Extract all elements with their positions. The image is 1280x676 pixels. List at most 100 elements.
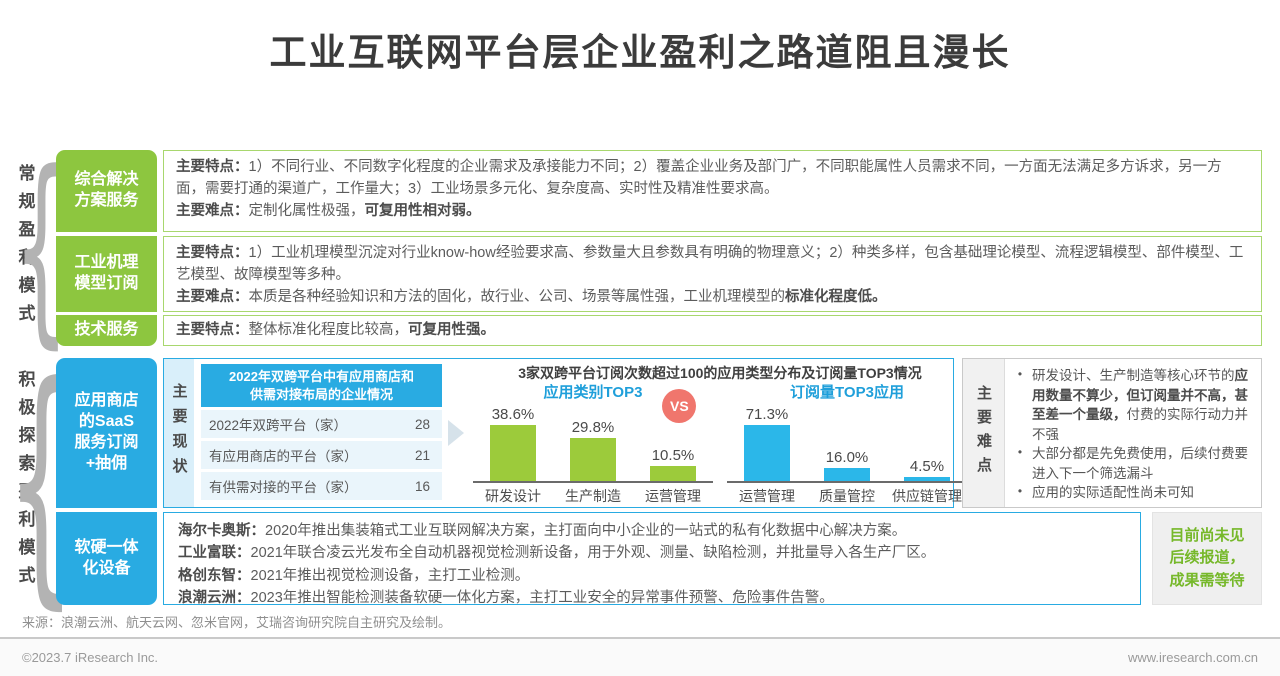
bar-group-subscription: 71.3% 16.0% 4.5%	[727, 405, 967, 483]
bullet-text: 研发设计、生产制造等核心环节的应用数量不算少，但订阅量并不高，甚至差一个量级，付…	[1032, 366, 1253, 444]
copyright-text: ©2023.7 iResearch Inc.	[22, 650, 159, 665]
list-item: • 应用的实际适配性尚未可知	[1015, 483, 1253, 503]
feature-paragraph: 主要特点：整体标准化程度比较高，可复用性强。	[176, 320, 495, 342]
text-run: 2020年推出集装箱式工业互联网解决方案，主打面向中小企业的一站式的私有化数据中…	[265, 523, 907, 539]
bold-run: 工业富联：	[178, 545, 251, 562]
curly-brace-icon: {	[6, 331, 76, 632]
bold-run: 可复用性强。	[408, 321, 495, 338]
table-cell-value: 16	[414, 478, 430, 494]
bold-run: 主要特点：	[176, 159, 249, 175]
bold-run: 主要难点：	[176, 202, 249, 219]
category-box-mechanism-model: 工业机理 模型订阅	[56, 236, 157, 312]
bar-value-label: 10.5%	[651, 447, 695, 464]
saas-difficulties-panel: 主要难点 • 研发设计、生产制造等核心环节的应用数量不算少，但订阅量并不高，甚至差…	[962, 358, 1262, 508]
table-cell-value: 28	[414, 416, 430, 432]
bar-rect	[744, 425, 790, 481]
bar-item: 29.8%	[555, 419, 631, 481]
bar-item: 71.3%	[729, 406, 805, 481]
table-cell-value: 21	[414, 447, 430, 463]
table-row: 有供需对接的平台（家） 16	[201, 472, 442, 501]
chart-bars-area: 38.6% 29.8% 10.5% 71.3% 16.0% 4.5%	[466, 405, 974, 483]
feature-paragraph: 主要特点：1）不同行业、不同数字化程度的企业需求及承接能力不同；2）覆盖企业业务…	[176, 157, 1249, 201]
status-strip-label: 主要现状	[164, 359, 194, 507]
bold-run: 主要难点：	[176, 288, 249, 305]
category-box-saas-store: 应用商店 的SaaS 服务订阅 +抽佣	[56, 358, 157, 508]
chart-title: 3家双跨平台订阅次数超过100的应用类型分布及订阅量TOP3情况	[518, 365, 922, 381]
text-run: 2021年推出视觉检测设备，主打工业检测。	[250, 567, 530, 584]
bar-item: 4.5%	[889, 458, 965, 481]
top3-bar-chart: 3家双跨平台订阅次数超过100的应用类型分布及订阅量TOP3情况 应用类别TOP…	[466, 359, 974, 507]
table-cell-label: 有供需对接的平台（家）	[209, 480, 358, 496]
text-run: 2023年推出智能检测装备软硬一体化方案，主打工业安全的异常事件预警、危险事件告…	[250, 590, 834, 607]
text-run: 2021年联合凌云光发布全自动机器视觉检测新设备，用于外观、测量、缺陷检测，并批…	[250, 545, 936, 562]
list-item: • 研发设计、生产制造等核心环节的应用数量不算少，但订阅量并不高，甚至差一个量级，…	[1015, 366, 1253, 444]
arrow-right-icon	[448, 420, 464, 446]
list-item: • 大部分都是先免费使用，后续付费要进入下一个筛选漏斗	[1015, 444, 1253, 483]
text-run: 付费的实际行动力并不强	[1032, 407, 1248, 442]
website-link[interactable]: www.iresearch.com.cn	[1127, 650, 1258, 665]
difficulty-paragraph: 主要难点：本质是各种经验知识和方法的固化，故行业、公司、场景等属性强，工业机理模…	[176, 287, 1249, 309]
category-labels-subscription: 运营管理 质量管控 供应链管理	[727, 486, 967, 506]
category-box-hardware-device: 软硬一体 化设备	[56, 512, 157, 605]
bullet-icon: •	[1017, 484, 1023, 499]
feature-paragraph: 主要特点：1）工业机理模型沉淀对行业know-how经验要求高、参数量大且参数具…	[176, 243, 1249, 287]
table-row: 2022年双跨平台（家） 28	[201, 410, 442, 439]
bar-rect	[824, 468, 870, 481]
text-run: 1）不同行业、不同数字化程度的企业需求及承接能力不同；2）覆盖企业业务及部门广，…	[176, 159, 1222, 197]
bar-value-label: 4.5%	[909, 458, 945, 475]
source-note: 来源：浪潮云洲、航天云网、忽米官网，艾瑞咨询研究院自主研究及绘制。	[22, 615, 452, 630]
bar-item: 38.6%	[475, 406, 551, 481]
text-run: 1）工业机理模型沉淀对行业know-how经验要求高、参数量大且参数具有明确的物…	[176, 245, 1244, 283]
table-row: 有应用商店的平台（家） 21	[201, 441, 442, 470]
bar-value-label: 29.8%	[571, 419, 615, 436]
bar-rect	[570, 438, 616, 481]
category-label: 质量管控	[819, 488, 875, 504]
bold-run: 浪潮云洲：	[178, 590, 251, 607]
text-run: 大部分都是先免费使用，后续付费要进入下一个筛选漏斗	[1032, 446, 1248, 481]
bold-run: 应用数量不算少，但订阅量并不高，甚至差一个量级，	[1032, 368, 1248, 423]
table-cell-label: 有应用商店的平台（家）	[209, 449, 358, 465]
text-run: 整体标准化程度比较高，	[248, 321, 409, 338]
category-label: 研发设计	[485, 488, 541, 504]
bar-rect	[650, 466, 696, 481]
saas-status-panel: 主要现状 2022年双跨平台中有应用商店和 供需对接布局的企业情况 2022年双…	[163, 358, 967, 508]
bullet-text: 应用的实际适配性尚未可知	[1032, 483, 1194, 503]
legend-subscription-top3: 订阅量TOP3应用	[790, 384, 904, 401]
text-run: 研发设计、生产制造等核心环节的	[1032, 368, 1235, 383]
bold-run: 标准化程度低。	[785, 288, 887, 305]
bullet-text: 大部分都是先免费使用，后续付费要进入下一个筛选漏斗	[1032, 444, 1253, 483]
category-label: 供应链管理	[892, 488, 962, 504]
bar-value-label: 16.0%	[825, 449, 869, 466]
case-line: 格创东智：2021年推出视觉检测设备，主打工业检测。	[178, 565, 1126, 587]
bar-item: 16.0%	[809, 449, 885, 481]
bold-run: 主要特点：	[176, 245, 249, 261]
bold-run: 主要特点：	[176, 321, 249, 338]
bullet-icon: •	[1017, 367, 1023, 381]
dual-cross-platform-table: 2022年双跨平台中有应用商店和 供需对接布局的企业情况 2022年双跨平台（家…	[194, 359, 446, 507]
text-run: 本质是各种经验知识和方法的固化，故行业、公司、场景等属性强，工业机理模型的	[248, 288, 786, 305]
bar-rect	[490, 425, 536, 481]
case-line: 海尔卡奥斯：2020年推出集装箱式工业互联网解决方案，主打面向中小企业的一站式的…	[178, 520, 1126, 542]
bullet-icon: •	[1017, 445, 1023, 460]
bold-run: 可复用性相对弱。	[364, 202, 481, 219]
category-label: 运营管理	[645, 488, 701, 504]
footer-bar: ©2023.7 iResearch Inc. www.iresearch.com…	[0, 637, 1280, 676]
bar-group-app-category: 38.6% 29.8% 10.5%	[473, 405, 713, 483]
bar-value-label: 38.6%	[491, 406, 535, 423]
bar-rect	[904, 477, 950, 481]
text-run: 定制化属性极强，	[248, 202, 365, 219]
content-box-solution-service: 主要特点：1）不同行业、不同数字化程度的企业需求及承接能力不同；2）覆盖企业业务…	[163, 150, 1262, 232]
table-header: 2022年双跨平台中有应用商店和 供需对接布局的企业情况	[201, 364, 442, 408]
section-label-regular-profit: 常规盈利模式	[15, 164, 35, 332]
bold-run: 海尔卡奥斯：	[178, 523, 265, 539]
vs-badge: VS	[662, 389, 697, 423]
bar-value-label: 71.3%	[745, 406, 789, 423]
case-line: 浪潮云洲：2023年推出智能检测装备软硬一体化方案，主打工业安全的异常事件预警、…	[178, 587, 1126, 609]
case-line: 工业富联：2021年联合凌云光发布全自动机器视觉检测新设备，用于外观、测量、缺陷…	[178, 542, 1126, 564]
category-label: 生产制造	[565, 488, 621, 504]
text-run: 应用的实际适配性尚未可知	[1032, 485, 1194, 501]
category-labels-app: 研发设计 生产制造 运营管理	[473, 486, 713, 506]
chart-legend: 应用类别TOP3 订阅量TOP3应用	[466, 381, 974, 403]
category-box-solution-service: 综合解决 方案服务	[56, 150, 157, 232]
bold-run: 格创东智：	[178, 567, 251, 584]
